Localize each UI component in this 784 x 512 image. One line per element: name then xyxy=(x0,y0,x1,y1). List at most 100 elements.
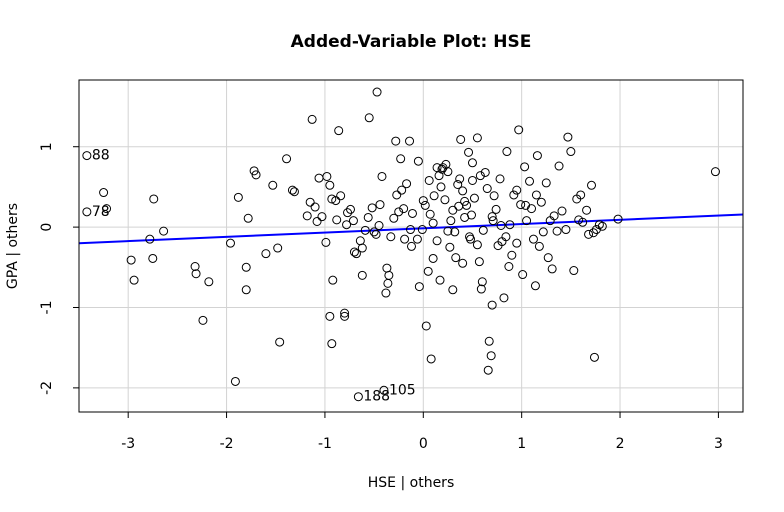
y-tick-label: 1 xyxy=(39,142,55,151)
data-point xyxy=(391,136,401,146)
data-point xyxy=(382,263,392,273)
data-point xyxy=(349,247,359,257)
data-point xyxy=(191,269,201,279)
x-tick-label: -1 xyxy=(318,436,332,452)
data-point xyxy=(460,212,470,222)
data-point xyxy=(472,240,482,250)
x-axis-label: HSE | others xyxy=(368,475,454,491)
data-point xyxy=(552,226,562,236)
data-point xyxy=(482,184,492,194)
data-point xyxy=(327,339,337,349)
data-point xyxy=(396,154,406,164)
data-point xyxy=(509,190,519,200)
data-point xyxy=(557,206,567,216)
data-point xyxy=(516,200,526,210)
data-point xyxy=(307,114,317,124)
data-point xyxy=(159,226,169,236)
labeled-data-point xyxy=(379,385,389,395)
data-point xyxy=(532,151,542,161)
data-point xyxy=(496,221,506,231)
data-point xyxy=(381,288,391,298)
data-point xyxy=(325,180,335,190)
data-point xyxy=(268,180,278,190)
data-point xyxy=(435,275,445,285)
data-point xyxy=(456,134,466,144)
point-label: 78 xyxy=(92,204,110,220)
data-point xyxy=(400,234,410,244)
data-point xyxy=(397,185,407,195)
data-point xyxy=(453,180,463,190)
data-point xyxy=(346,204,356,214)
point-label: 105 xyxy=(389,382,416,398)
data-point xyxy=(443,167,453,177)
data-point xyxy=(198,315,208,325)
data-point xyxy=(432,236,442,246)
data-point xyxy=(317,212,327,222)
data-point xyxy=(261,249,271,259)
y-axis: -2 -1 0 1 xyxy=(39,142,79,395)
data-point xyxy=(343,208,353,218)
data-point xyxy=(445,242,455,252)
data-point xyxy=(426,354,436,364)
data-point xyxy=(514,125,524,135)
data-point xyxy=(418,196,428,206)
data-point xyxy=(530,281,540,291)
data-point xyxy=(325,311,335,321)
data-point xyxy=(613,214,623,224)
data-point xyxy=(204,277,214,287)
data-point xyxy=(273,243,283,253)
data-point xyxy=(126,255,136,265)
data-point xyxy=(241,285,251,295)
data-point xyxy=(458,258,468,268)
data-point xyxy=(406,225,416,235)
data-point xyxy=(425,209,435,219)
data-point xyxy=(467,158,477,168)
data-point xyxy=(402,179,412,189)
data-point xyxy=(424,175,434,185)
data-point xyxy=(478,225,488,235)
data-point xyxy=(495,174,505,184)
data-point xyxy=(321,237,331,247)
data-point xyxy=(327,194,337,204)
data-point xyxy=(487,300,497,310)
data-point xyxy=(394,207,404,217)
data-point xyxy=(491,204,501,214)
data-point xyxy=(484,336,494,346)
data-point xyxy=(322,171,332,181)
data-point xyxy=(383,278,393,288)
data-point xyxy=(314,173,324,183)
data-point xyxy=(477,277,487,287)
data-point xyxy=(520,162,530,172)
data-point xyxy=(541,178,551,188)
data-point xyxy=(589,352,599,362)
data-point xyxy=(334,126,344,136)
data-point xyxy=(522,216,532,226)
y-tick-label: 0 xyxy=(39,223,55,232)
data-point xyxy=(249,166,259,176)
y-axis-label: GPA | others xyxy=(5,203,21,289)
data-point xyxy=(367,203,377,213)
data-point xyxy=(466,234,476,244)
x-tick-label: 3 xyxy=(714,436,723,452)
data-point xyxy=(489,191,499,201)
data-point xyxy=(369,227,379,237)
data-point xyxy=(458,186,468,196)
data-point xyxy=(414,282,424,292)
data-point xyxy=(310,202,320,212)
data-point xyxy=(474,257,484,267)
data-point xyxy=(487,212,497,222)
data-point xyxy=(563,132,573,142)
data-point xyxy=(499,293,509,303)
data-point xyxy=(364,113,374,123)
data-point xyxy=(584,229,594,239)
data-point xyxy=(148,253,158,263)
data-point xyxy=(384,270,394,280)
data-point xyxy=(561,225,571,235)
data-point xyxy=(407,208,417,218)
data-point xyxy=(467,175,477,185)
data-point xyxy=(483,365,493,375)
x-tick-label: 2 xyxy=(616,436,625,452)
data-point xyxy=(331,196,341,206)
data-point xyxy=(547,264,557,274)
